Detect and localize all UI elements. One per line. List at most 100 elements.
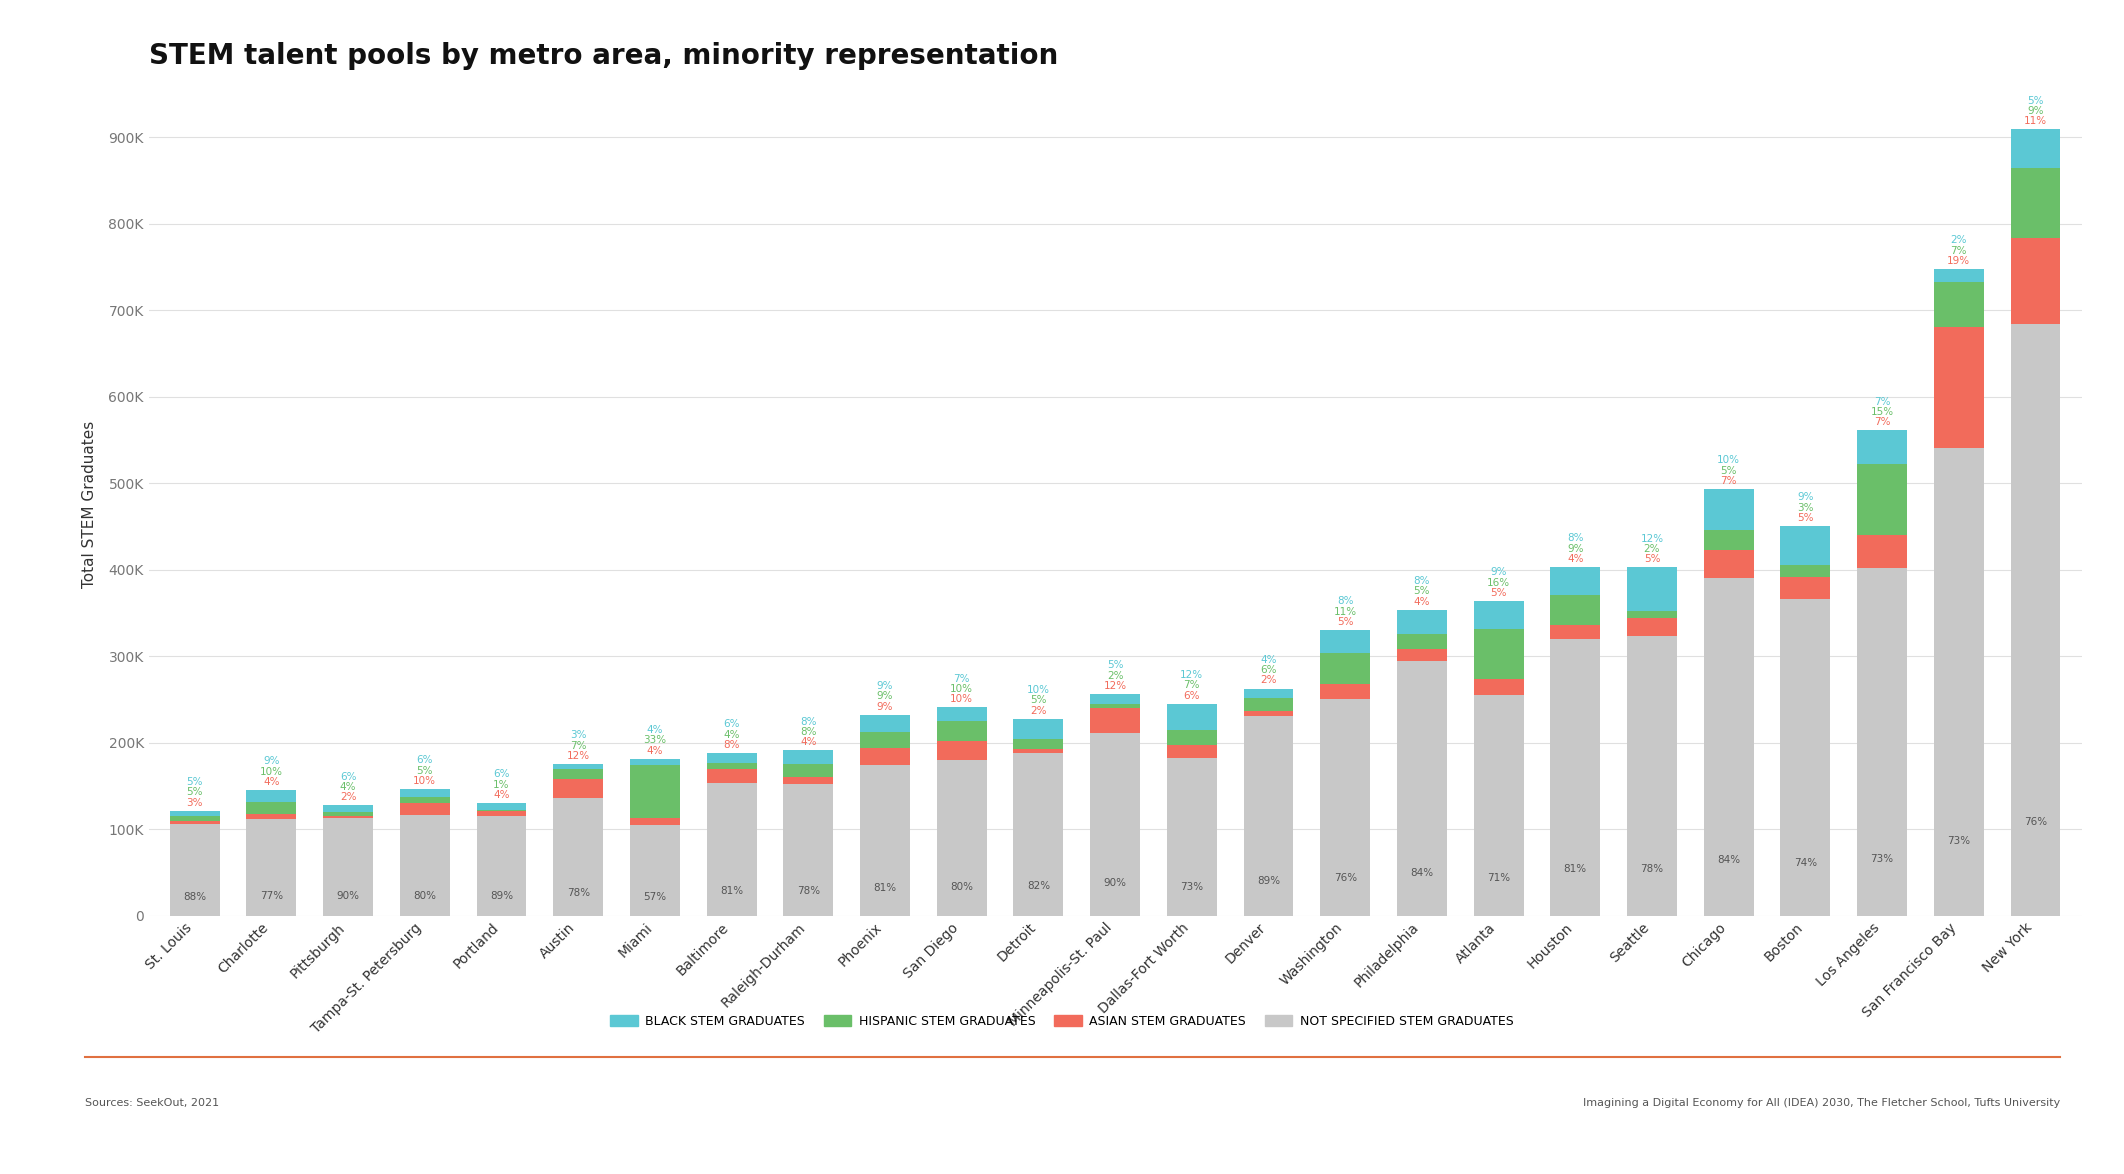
Text: 5%: 5% (1720, 466, 1737, 475)
Bar (631, 824, 680, 916)
Text: 11%: 11% (2024, 116, 2048, 127)
Text: 84%: 84% (1410, 868, 1434, 878)
Bar (1474, 695, 1523, 916)
Text: 76%: 76% (2024, 817, 2048, 826)
Bar (399, 803, 450, 816)
Bar (1398, 610, 1446, 634)
Text: Imagining a Digital Economy for All (IDEA) 2030, The Fletcher School, Tufts Univ: Imagining a Digital Economy for All (IDE… (1582, 1098, 2060, 1108)
Bar (1166, 744, 1217, 758)
Bar (631, 765, 680, 818)
Text: 8%: 8% (801, 727, 816, 737)
Text: 2%: 2% (1107, 670, 1124, 681)
Bar (1090, 733, 1141, 916)
Text: 6%: 6% (340, 771, 357, 782)
Text: 2%: 2% (1260, 675, 1277, 686)
Text: 10%: 10% (949, 694, 973, 704)
Bar (399, 816, 450, 916)
Text: 3%: 3% (187, 798, 204, 808)
Bar (937, 721, 988, 741)
Text: 9%: 9% (1797, 492, 1814, 502)
Text: 10%: 10% (414, 776, 435, 785)
Text: 6%: 6% (416, 755, 433, 765)
Text: 73%: 73% (1948, 836, 1971, 845)
Text: 7%: 7% (1873, 417, 1890, 427)
Text: 33%: 33% (644, 735, 667, 745)
Bar (1551, 567, 1599, 594)
Bar (707, 753, 756, 763)
Text: 7%: 7% (569, 741, 586, 751)
Bar (1243, 689, 1294, 697)
Bar (1013, 738, 1064, 749)
Bar (1703, 529, 1754, 549)
Bar (1627, 635, 1678, 916)
Bar (784, 750, 833, 764)
Bar (1551, 594, 1599, 626)
Bar (1703, 578, 1754, 916)
Text: 15%: 15% (1871, 407, 1895, 417)
Text: 2%: 2% (340, 792, 357, 802)
Text: 5%: 5% (2026, 95, 2043, 106)
Bar (631, 758, 680, 765)
Bar (784, 764, 833, 777)
Text: 74%: 74% (1795, 858, 1816, 869)
Bar (552, 769, 603, 780)
Text: 12%: 12% (1181, 670, 1204, 680)
Text: 8%: 8% (1415, 576, 1429, 586)
Bar (246, 814, 297, 819)
Bar (170, 816, 219, 822)
Text: STEM talent pools by metro area, minority representation: STEM talent pools by metro area, minorit… (149, 42, 1058, 70)
Text: 9%: 9% (877, 691, 894, 701)
Text: 6%: 6% (493, 769, 510, 780)
Text: 9%: 9% (877, 681, 894, 691)
Bar (1243, 697, 1294, 711)
Bar (1780, 565, 1831, 578)
Text: 4%: 4% (801, 737, 816, 748)
Bar (1780, 599, 1831, 916)
Bar (1013, 718, 1064, 738)
Bar (1474, 601, 1523, 629)
Text: 5%: 5% (1415, 587, 1429, 596)
Bar (323, 816, 374, 818)
Bar (1933, 326, 1984, 448)
Text: 11%: 11% (1334, 607, 1357, 616)
Bar (1551, 639, 1599, 916)
Text: 7%: 7% (954, 674, 971, 683)
Bar (784, 784, 833, 916)
Text: 19%: 19% (1948, 256, 1971, 266)
Text: 9%: 9% (2026, 106, 2043, 116)
Text: 82%: 82% (1026, 882, 1049, 891)
Text: 4%: 4% (646, 726, 663, 735)
Y-axis label: Total STEM Graduates: Total STEM Graduates (83, 421, 98, 588)
Text: 5%: 5% (187, 777, 204, 787)
Text: 4%: 4% (1415, 596, 1429, 607)
Text: 9%: 9% (1568, 544, 1585, 554)
Bar (1398, 661, 1446, 916)
Text: 81%: 81% (720, 885, 743, 896)
Text: 90%: 90% (336, 891, 359, 902)
Bar (1627, 610, 1678, 618)
Text: 7%: 7% (1950, 245, 1967, 256)
Bar (399, 796, 450, 803)
Bar (246, 802, 297, 814)
Text: 84%: 84% (1716, 855, 1740, 865)
Bar (1321, 653, 1370, 684)
Bar (1090, 708, 1141, 733)
Bar (170, 811, 219, 816)
Text: 9%: 9% (263, 756, 280, 767)
Text: Sources: SeekOut, 2021: Sources: SeekOut, 2021 (85, 1098, 219, 1108)
Bar (860, 715, 909, 731)
Text: 78%: 78% (1640, 864, 1663, 873)
Text: 80%: 80% (949, 883, 973, 892)
Bar (1321, 684, 1370, 699)
Text: 10%: 10% (259, 767, 282, 777)
Text: 6%: 6% (1183, 690, 1200, 701)
Text: 77%: 77% (259, 891, 282, 902)
Text: 89%: 89% (491, 891, 514, 900)
Text: 7%: 7% (1720, 477, 1737, 486)
Bar (937, 741, 988, 760)
Text: 9%: 9% (877, 702, 894, 711)
Bar (1856, 568, 1907, 916)
Bar (552, 780, 603, 797)
Text: 2%: 2% (1030, 706, 1047, 716)
Bar (631, 818, 680, 824)
